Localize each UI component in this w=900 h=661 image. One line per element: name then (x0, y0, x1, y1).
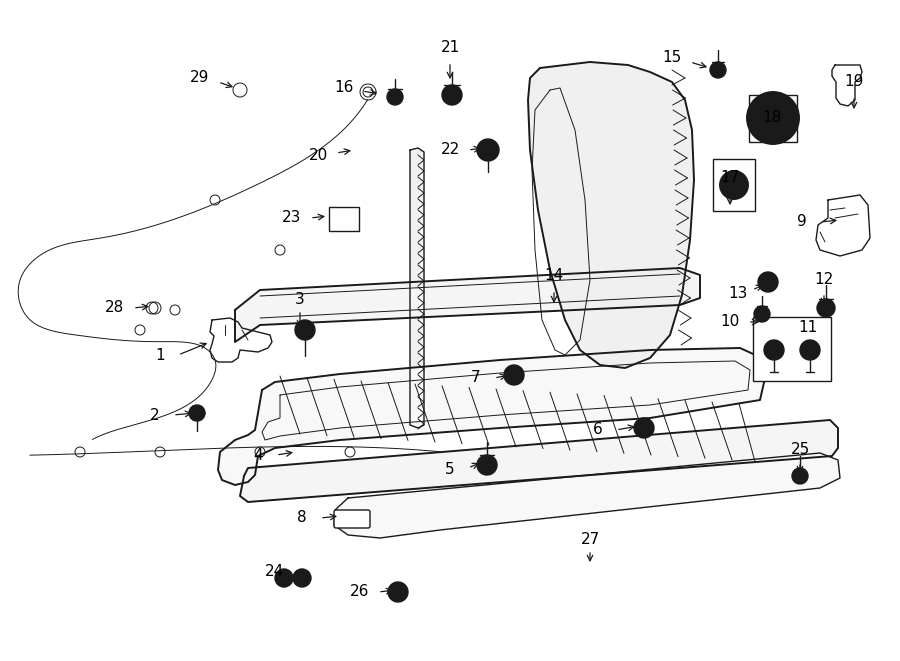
Polygon shape (832, 65, 862, 106)
Polygon shape (334, 453, 840, 538)
Text: 26: 26 (350, 584, 370, 600)
Circle shape (295, 320, 315, 340)
Polygon shape (218, 348, 765, 485)
FancyBboxPatch shape (329, 207, 359, 231)
Circle shape (189, 405, 205, 421)
Text: 18: 18 (762, 110, 781, 126)
Text: 17: 17 (720, 171, 740, 186)
Text: 11: 11 (798, 321, 817, 336)
Text: 2: 2 (150, 407, 160, 422)
Text: 24: 24 (265, 564, 284, 580)
Text: 20: 20 (309, 147, 328, 163)
Circle shape (764, 340, 784, 360)
Text: 4: 4 (253, 447, 263, 463)
Polygon shape (210, 318, 272, 362)
Circle shape (442, 85, 462, 105)
Text: 14: 14 (544, 268, 563, 284)
Circle shape (800, 340, 820, 360)
Circle shape (388, 582, 408, 602)
Circle shape (387, 89, 403, 105)
Text: 13: 13 (728, 286, 748, 301)
Circle shape (275, 569, 293, 587)
Text: 15: 15 (662, 50, 681, 65)
Polygon shape (528, 62, 694, 368)
FancyBboxPatch shape (334, 510, 370, 528)
FancyBboxPatch shape (713, 159, 755, 211)
Circle shape (710, 62, 726, 78)
Polygon shape (235, 268, 700, 342)
Circle shape (720, 171, 748, 199)
FancyBboxPatch shape (753, 317, 831, 381)
Text: 16: 16 (334, 79, 354, 95)
Text: 28: 28 (105, 301, 124, 315)
Circle shape (504, 365, 524, 385)
Text: 27: 27 (580, 533, 599, 547)
Text: 23: 23 (283, 210, 302, 225)
Circle shape (477, 455, 497, 475)
Text: 9: 9 (797, 215, 807, 229)
Text: 25: 25 (790, 442, 810, 457)
Text: 5: 5 (446, 463, 454, 477)
Circle shape (754, 306, 770, 322)
Polygon shape (240, 420, 838, 502)
Circle shape (792, 468, 808, 484)
Text: 10: 10 (720, 315, 740, 329)
Text: 22: 22 (440, 143, 460, 157)
Text: 3: 3 (295, 293, 305, 307)
Text: 1: 1 (155, 348, 165, 362)
Text: 12: 12 (814, 272, 833, 288)
Circle shape (293, 569, 311, 587)
Text: 21: 21 (440, 40, 460, 56)
Text: 7: 7 (472, 371, 481, 385)
Circle shape (817, 299, 835, 317)
Circle shape (731, 182, 737, 188)
Text: 6: 6 (593, 422, 603, 438)
Circle shape (758, 272, 778, 292)
Polygon shape (816, 195, 870, 256)
Circle shape (747, 92, 799, 144)
Circle shape (477, 139, 499, 161)
Text: 8: 8 (297, 510, 307, 525)
Text: 19: 19 (844, 75, 864, 89)
Polygon shape (410, 148, 424, 428)
Text: 29: 29 (190, 71, 210, 85)
Circle shape (634, 418, 654, 438)
